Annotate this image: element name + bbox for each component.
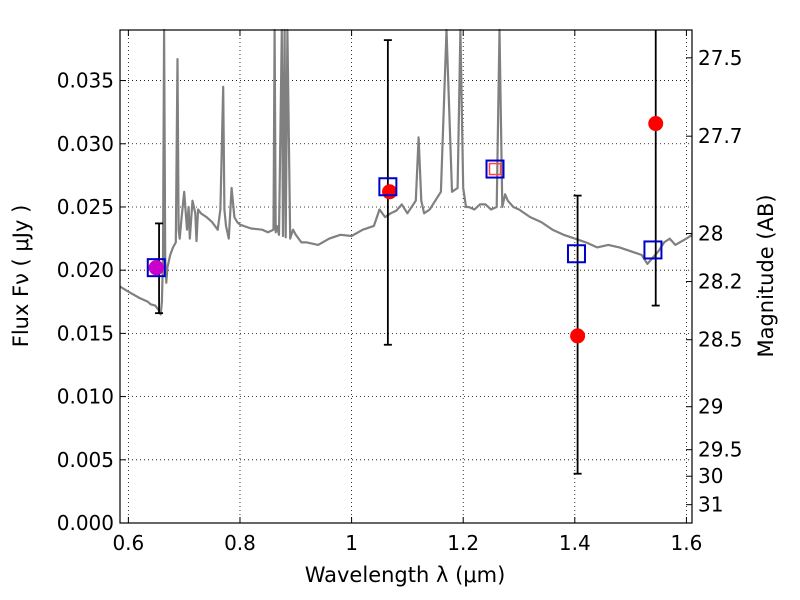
blue-square-marker	[146, 258, 166, 278]
y2-tick-label: 31	[698, 493, 723, 517]
red-data-point	[570, 328, 586, 344]
y-tick-label: 0.035	[57, 69, 114, 93]
x-tick-label: 0.8	[224, 531, 256, 555]
y-tick-label: 0.015	[57, 321, 114, 345]
y-tick-label: 0.005	[57, 448, 114, 472]
y2-tick-label: 29.5	[698, 438, 743, 462]
blue-square-marker	[643, 240, 663, 260]
blue-square-series	[146, 159, 663, 278]
spectrum-line	[119, 28, 693, 316]
y-axis-ticks: 0.000 0.005 0.010 0.015 0.020 0.025 0.030 0.035	[57, 69, 126, 535]
x-axis-ticks: 0.6 0.8 1 1.2 1.4 1.6	[112, 30, 702, 555]
y-tick-label: 0.025	[57, 195, 114, 219]
y2-axis-title: Magnitude (AB)	[754, 194, 778, 357]
plot-border	[119, 29, 693, 524]
plot-frame	[119, 29, 693, 524]
x-tick-label: 1.2	[447, 531, 479, 555]
y2-tick-label: 28.2	[698, 270, 743, 294]
x-tick-label: 0.6	[112, 531, 144, 555]
y2-tick-label: 30	[698, 464, 723, 488]
y2-tick-label: 28	[698, 222, 723, 246]
blue-square-marker	[485, 159, 505, 179]
y2-tick-label: 29	[698, 395, 723, 419]
blue-square-marker	[566, 244, 586, 264]
blue-square-marker	[378, 177, 398, 197]
grid-lines	[120, 30, 692, 523]
y2-tick-label: 27.5	[698, 46, 743, 70]
y-axis-title: Flux Fν ( μJy )	[9, 205, 33, 348]
magenta-data-point	[148, 260, 164, 276]
x-tick-label: 1.6	[671, 531, 703, 555]
x-axis-title: Wavelength λ (μm)	[305, 563, 506, 587]
red-data-point	[382, 184, 398, 200]
y2-tick-label: 28.5	[698, 328, 743, 352]
x-tick-label: 1.4	[559, 531, 591, 555]
y-tick-label: 0.000	[57, 511, 114, 535]
y2-tick-label: 27.7	[698, 124, 743, 148]
small-red-square-marker	[488, 162, 502, 176]
x-tick-label: 1	[345, 531, 358, 555]
y2-axis-ticks: 27.5 27.7 28 28.2 28.5 29 29.530 31	[686, 46, 743, 517]
y-tick-label: 0.030	[57, 132, 114, 156]
spectrum-series	[119, 28, 693, 316]
y-tick-label: 0.020	[57, 258, 114, 282]
red-data-point	[648, 116, 664, 132]
y-tick-label: 0.010	[57, 385, 114, 409]
